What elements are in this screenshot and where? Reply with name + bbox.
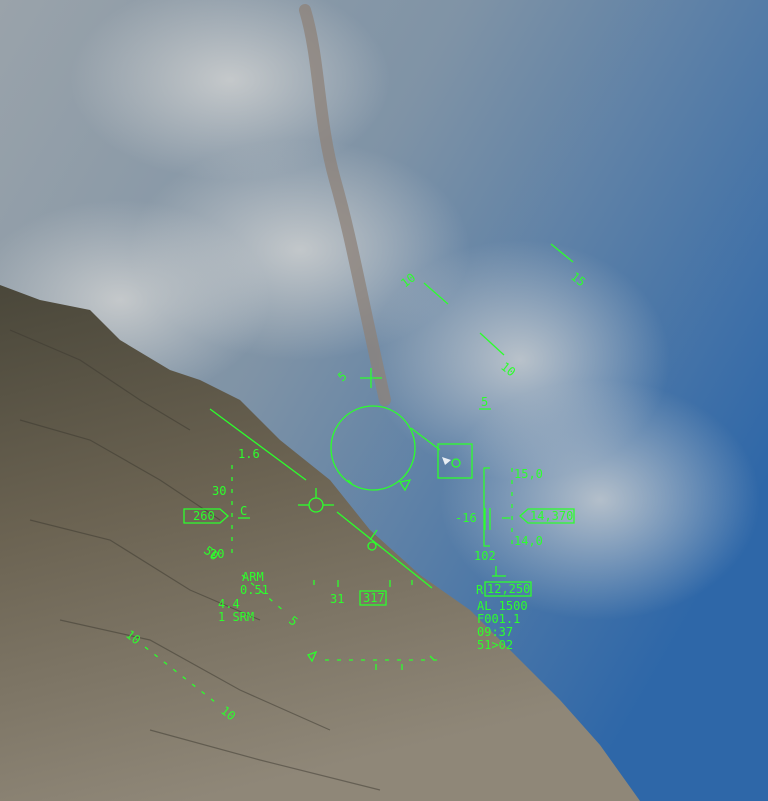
right-bottom-value: 14,0 [514, 534, 543, 548]
horizon-line-right [336, 511, 433, 589]
left-scale-upper: 30 [212, 484, 226, 498]
heading-value-left: 31 [330, 592, 344, 606]
heading-box [359, 590, 387, 606]
horizon-line-left [209, 408, 307, 481]
terrain [0, 285, 640, 801]
heading-value-box: 317 [363, 591, 385, 605]
bomb-fall-tick [369, 529, 378, 541]
altitude-bracket [483, 467, 490, 547]
target-box [437, 443, 473, 479]
altitude-tape: 15,0 14,0 -16 14,370 102 R 12,250 AL 150… [455, 467, 575, 652]
status-readout: 51>02 [477, 638, 513, 652]
right-top-value: 15,0 [514, 467, 543, 481]
heading-tape: 31 317 [313, 580, 413, 606]
circle-tick [347, 479, 353, 485]
range-value: 12,250 [487, 582, 530, 596]
mode-label: ARM [242, 570, 264, 584]
steering-circle [330, 405, 416, 491]
bomb-fall-marker [367, 541, 377, 551]
velocity-vector [298, 488, 334, 513]
smoke-trail [299, 4, 391, 406]
hud: 15 10 10 5 5 [123, 243, 588, 723]
steering-line [410, 427, 441, 451]
airspeed-readout-box [183, 508, 229, 524]
terrain-ridges [9, 329, 381, 791]
right-below-value: 102 [474, 549, 496, 563]
range-letter: R [476, 583, 484, 597]
right-left-marker: -16 [455, 511, 477, 525]
f-line: F001.1 [477, 612, 520, 626]
time-readout: 09:37 [477, 625, 513, 639]
pitch-line-neg10 [144, 646, 221, 707]
circle-triangle [398, 479, 412, 492]
altitude-readout-box [519, 508, 575, 524]
left-top-value: 1.6 [238, 447, 260, 461]
mode-value: 0.51 [240, 583, 269, 597]
airspeed-readout: 260 [193, 509, 215, 523]
weapon-label: 1 SRM [218, 610, 254, 624]
target-dot [451, 458, 461, 468]
target-aircraft-icon [442, 457, 451, 465]
lower-scale [307, 650, 440, 670]
left-scale-lower: 20 [210, 547, 224, 561]
center-tag: 5 [481, 395, 488, 409]
range-box [484, 581, 532, 597]
altitude-readout: 14,370 [530, 509, 573, 523]
left-letter-c: C [240, 504, 247, 518]
al-line: AL 1500 [477, 599, 528, 613]
clouds [0, 0, 760, 620]
g-value: 4.4 [218, 597, 240, 611]
